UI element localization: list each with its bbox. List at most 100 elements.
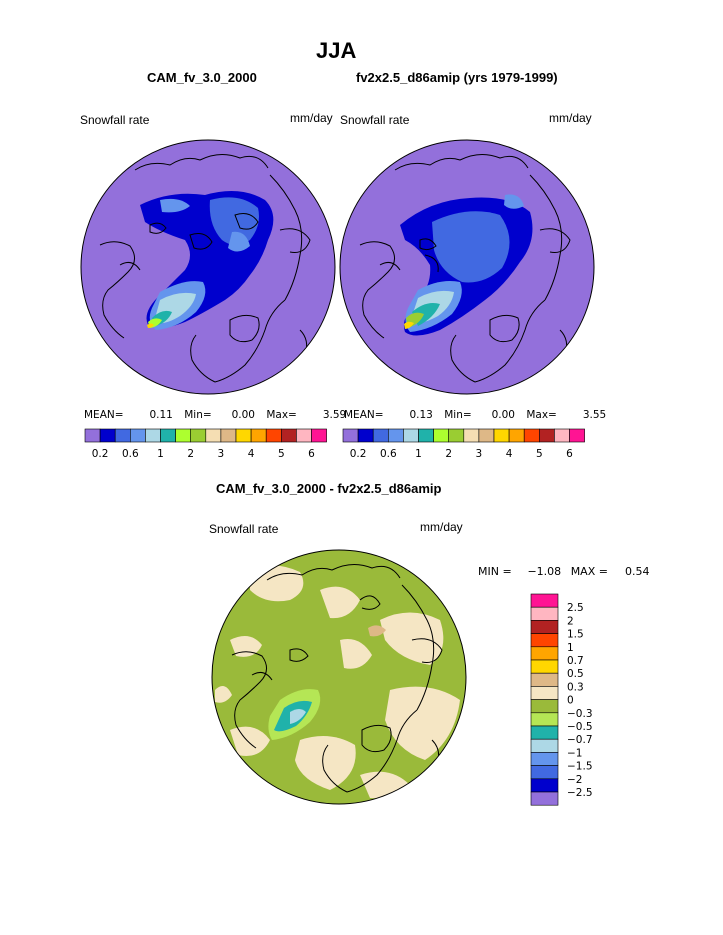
diff-colorbar-swatch-13 (530, 765, 559, 780)
panel2-colorbar-tick-label: 0.6 (380, 448, 397, 460)
panel2-colorbar: 0.2 0.6 1 2 3 4 5 6 (342, 428, 585, 460)
diff-colorbar-tick-label: 0.7 (567, 655, 584, 667)
panel1-colorbar-tick-label: 4 (248, 448, 255, 460)
panel2-colorbar-tick-label: 5 (536, 448, 543, 460)
panel2-mean-label: MEAN= (344, 409, 384, 421)
panel2-colorbar-swatch-15 (569, 428, 585, 443)
panel1-colorbar-swatch-2 (114, 428, 131, 443)
diff-colorbar-swatch-14 (530, 778, 559, 793)
diff-colorbar-swatch-8 (530, 699, 559, 714)
diff-colorbar-swatch-3 (530, 633, 559, 648)
diff-colorbar-swatch-11 (530, 738, 559, 753)
panel1-min: 0.00 (231, 409, 255, 421)
panel2-stats: MEAN= 0.13 Min= 0.00 Max= 3.55 (344, 409, 606, 421)
model-case-title: CAM_fv_3.0_2000 (147, 70, 257, 85)
panel2-min-label: Min= (444, 409, 472, 421)
panel1-colorbar-swatch-11 (250, 428, 267, 443)
panel2-map (339, 139, 595, 395)
diff-map (211, 549, 467, 805)
diff-colorbar-tick-label: 2 (567, 615, 574, 627)
panel1-colorbar-swatch-9 (220, 428, 237, 443)
panel2-max-label: Max= (526, 409, 557, 421)
panel2-colorbar-swatch-0 (342, 428, 359, 443)
diff-colorbar-tick-label: −2 (567, 774, 582, 786)
panel1-colorbar-swatch-15 (311, 428, 327, 443)
panel2-colorbar-swatch-11 (508, 428, 525, 443)
diff-colorbar-swatch-5 (530, 659, 559, 674)
panel2-colorbar-swatch-7 (448, 428, 465, 443)
diff-colorbar-tick-label: −2.5 (567, 787, 593, 799)
diff-colorbar-tick-label: −1 (567, 747, 582, 759)
panel2-colorbar-swatch-5 (418, 428, 434, 443)
panel1-colorbar-tick-label: 0.6 (122, 448, 139, 460)
panel2-colorbar-swatch-4 (403, 428, 419, 443)
panel1-colorbar-swatch-12 (265, 428, 282, 443)
panel2-colorbar-swatch-3 (387, 428, 404, 443)
diff-title: CAM_fv_3.0_2000 - fv2x2.5_d86amip (216, 481, 442, 496)
diff-colorbar-tick-label: 2.5 (567, 602, 584, 614)
panel2-colorbar-tick-label: 1 (415, 448, 422, 460)
panel1-variable: Snowfall rate (80, 113, 150, 127)
panel2-variable: Snowfall rate (340, 113, 410, 127)
panel1-colorbar-swatch-3 (130, 428, 146, 443)
panel1-colorbar-swatch-8 (205, 428, 222, 443)
diff-minmax: MIN = −1.08 MAX = 0.54 (478, 565, 649, 578)
panel1-colorbar-tick-label: 5 (278, 448, 285, 460)
diff-colorbar-tick-label: −0.7 (567, 734, 593, 746)
panel2-min: 0.00 (491, 409, 515, 421)
diff-colorbar-tick-label: 0 (567, 695, 574, 707)
panel2-colorbar-tick-label: 6 (566, 448, 573, 460)
panel2-colorbar-swatch-2 (372, 428, 389, 443)
panel2-colorbar-swatch-13 (538, 428, 555, 443)
panel2-colorbar-tick-label: 0.2 (350, 448, 367, 460)
panel1-map (80, 139, 336, 395)
diff-units: mm/day (420, 520, 463, 534)
panel1-colorbar-swatch-1 (99, 428, 116, 443)
panel2-colorbar-tick-label: 4 (506, 448, 513, 460)
panel1-mean: 0.11 (149, 409, 173, 421)
diff-colorbar-swatch-15 (530, 791, 559, 806)
panel1-colorbar-swatch-0 (84, 428, 101, 443)
diff-colorbar-swatch-6 (530, 672, 559, 687)
panel1-colorbar-tick-label: 6 (308, 448, 315, 460)
panel1-stats: MEAN= 0.11 Min= 0.00 Max= 3.59 (84, 409, 346, 421)
panel2-colorbar-tick-label: 3 (476, 448, 483, 460)
diff-colorbar-swatch-10 (530, 725, 559, 740)
panel2-colorbar-swatch-14 (554, 428, 570, 443)
diff-min-label: MIN = (478, 565, 512, 578)
page-title: JJA (316, 38, 357, 63)
diff-colorbar-tick-label: −1.5 (567, 761, 593, 773)
diff-max: 0.54 (624, 565, 650, 578)
diff-colorbar-swatch-12 (530, 752, 559, 766)
diff-colorbar-tick-label: −0.5 (567, 721, 593, 733)
diff-min: −1.08 (527, 565, 562, 578)
panel1-mean-label: MEAN= (84, 409, 124, 421)
diff-colorbar-swatch-1 (530, 606, 559, 621)
panel2-units: mm/day (549, 111, 592, 125)
panel1-colorbar-swatch-5 (160, 428, 176, 443)
diff-colorbar-swatch-0 (530, 593, 559, 608)
panel1-max: 3.59 (322, 409, 347, 421)
diff-colorbar-tick-label: 0.3 (567, 681, 584, 693)
panel2-colorbar-swatch-9 (478, 428, 495, 443)
panel2-colorbar-swatch-8 (463, 428, 480, 443)
diff-colorbar-swatch-2 (530, 620, 559, 634)
panel2-colorbar-swatch-6 (433, 428, 450, 443)
panel1-max-label: Max= (266, 409, 297, 421)
diff-colorbar-swatch-7 (530, 686, 559, 700)
panel1-colorbar-tick-label: 1 (157, 448, 164, 460)
panel1-min-label: Min= (184, 409, 212, 421)
panel1-colorbar-tick-label: 3 (218, 448, 225, 460)
panel1-colorbar-swatch-14 (296, 428, 312, 443)
control-case-title: fv2x2.5_d86amip (yrs 1979-1999) (356, 70, 558, 85)
panel1-colorbar: 0.2 0.6 1 2 3 4 5 6 (84, 428, 327, 460)
diff-colorbar-tick-label: 1.5 (567, 629, 584, 641)
panel2-mean: 0.13 (409, 409, 433, 421)
panel1-colorbar-swatch-4 (145, 428, 161, 443)
panel1-colorbar-swatch-13 (280, 428, 297, 443)
panel1-units: mm/day (290, 111, 333, 125)
panel1-colorbar-swatch-10 (235, 428, 252, 443)
diff-variable: Snowfall rate (209, 522, 279, 536)
panel2-colorbar-swatch-12 (523, 428, 540, 443)
